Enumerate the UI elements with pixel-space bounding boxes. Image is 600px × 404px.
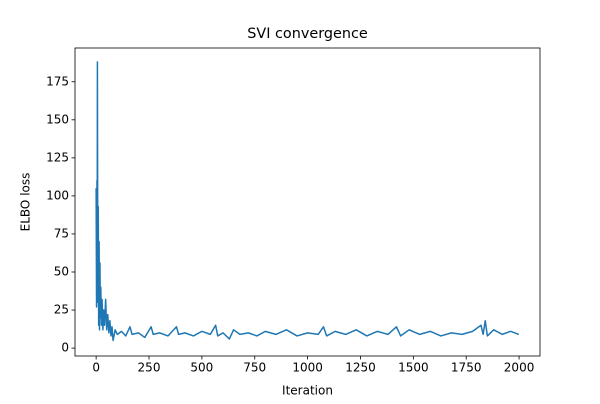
- y-tick-label: 125: [46, 150, 69, 164]
- plot-frame: [74, 47, 541, 357]
- x-tick-label: 1500: [398, 361, 429, 375]
- x-axis-label: Iteration: [282, 384, 333, 398]
- y-tick-label: 0: [61, 341, 69, 355]
- y-tick-label: 150: [46, 112, 69, 126]
- x-tick-label: 0: [92, 361, 100, 375]
- x-tick-label: 1750: [451, 361, 482, 375]
- x-tick-label: 500: [190, 361, 213, 375]
- y-tick-label: 25: [54, 303, 69, 317]
- x-tick-label: 750: [243, 361, 266, 375]
- line-series: [95, 61, 520, 342]
- y-tick-label: 75: [54, 226, 69, 240]
- y-tick-label: 175: [46, 74, 69, 88]
- x-tick-label: 250: [138, 361, 161, 375]
- x-tick-label: 1000: [292, 361, 323, 375]
- y-axis-label: ELBO loss: [19, 173, 33, 232]
- y-tick-label: 50: [54, 265, 69, 279]
- y-tick-label: 100: [46, 188, 69, 202]
- x-tick-label: 2000: [504, 361, 535, 375]
- chart-title: SVI convergence: [247, 26, 368, 42]
- x-tick-label: 1250: [345, 361, 376, 375]
